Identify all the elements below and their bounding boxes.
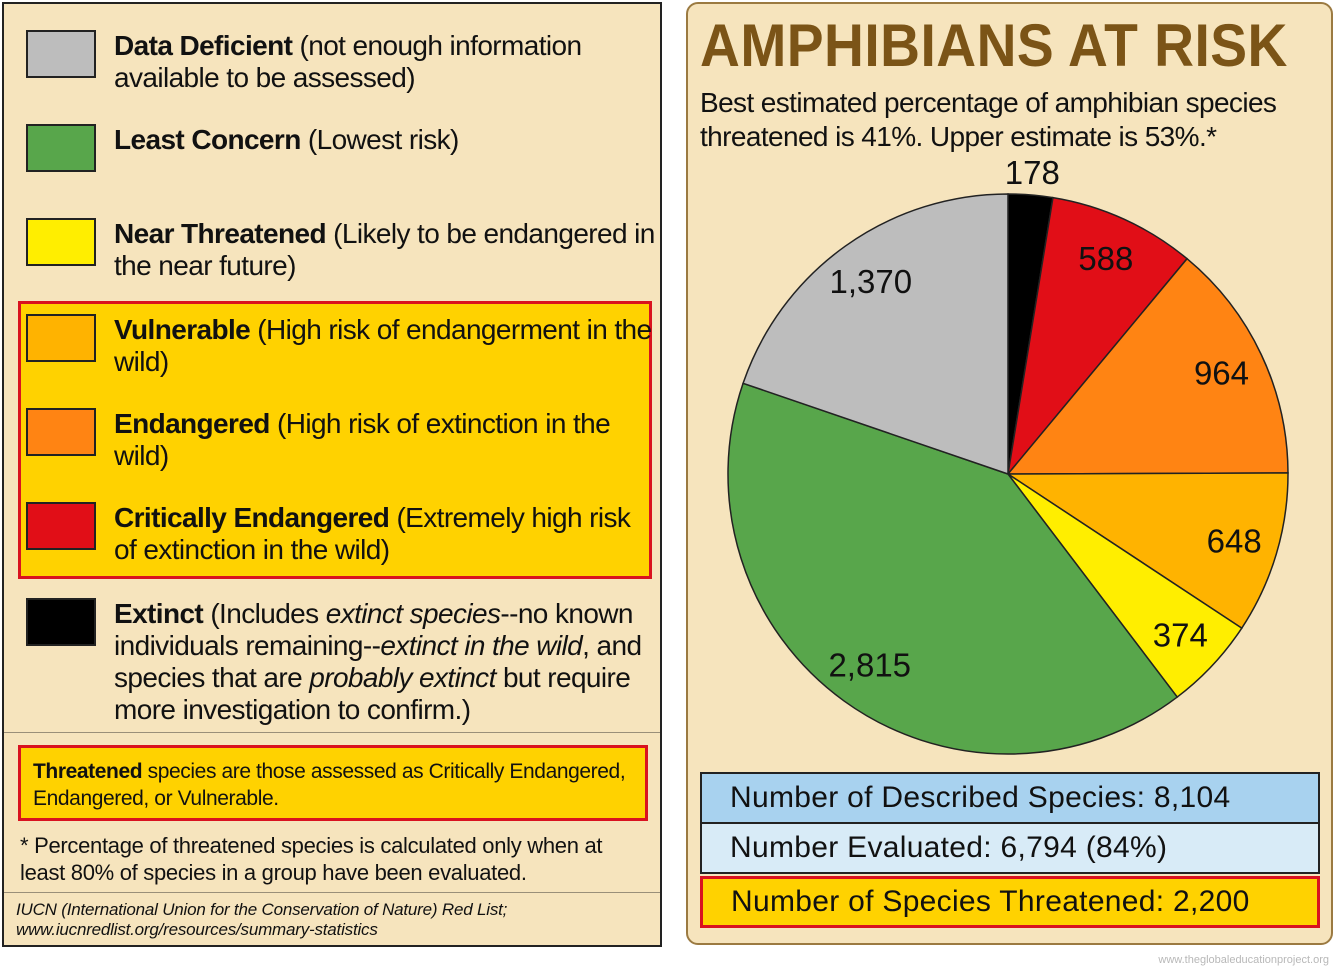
- stat-evaluated: Number Evaluated: 6,794 (84%): [700, 824, 1320, 874]
- legend-text-critically-endangered: Critically Endangered (Extremely high ri…: [114, 502, 631, 565]
- pie-label-least-concern: 2,815: [828, 646, 911, 683]
- threatened-categories-box: [18, 301, 652, 579]
- pie-slice-critically-endangered: [1006, 196, 1189, 477]
- chart-subtitle: Best estimated percentage of amphibian s…: [700, 87, 1277, 152]
- swatch-least-concern: [26, 124, 96, 172]
- stat-threatened: Number of Species Threatened: 2,200: [700, 876, 1320, 928]
- pie-chart: 178 588 964 648 374 2,815 1,370: [727, 154, 1289, 755]
- stat-described-species: Number of Described Species: 8,104: [700, 772, 1320, 824]
- pie-slice-endangered: [1006, 257, 1289, 475]
- pie-slice-least-concern: [727, 382, 1179, 755]
- footnote: * Percentage of threatened species is ca…: [20, 833, 603, 885]
- swatch-vulnerable: [26, 314, 96, 362]
- swatch-critically-endangered: [26, 502, 96, 550]
- legend-text-near-threatened: Near Threatened (Likely to be endangered…: [114, 218, 655, 281]
- swatch-data-deficient: [26, 30, 96, 78]
- pie-label-extinct: 178: [1005, 154, 1060, 191]
- divider: [4, 892, 660, 893]
- pie-label-endangered: 964: [1194, 354, 1249, 391]
- stat-evaluated-text: Number Evaluated: 6,794 (84%): [730, 831, 1168, 864]
- divider: [4, 732, 660, 733]
- credit-text: www.theglobaleducationproject.org: [1158, 954, 1329, 966]
- pie-slice-vulnerable: [1005, 472, 1289, 630]
- legend-text-extinct: Extinct (Includes extinct species--no kn…: [114, 598, 642, 725]
- swatch-near-threatened: [26, 218, 96, 266]
- pie-label-data-deficient: 1,370: [829, 263, 912, 300]
- swatch-extinct: [26, 598, 96, 646]
- chart-panel: AMPHIBIANS AT RISK Best estimated percen…: [686, 2, 1333, 945]
- swatch-endangered: [26, 408, 96, 456]
- legend-text-vulnerable: Vulnerable (High risk of endangerment in…: [114, 314, 652, 377]
- chart-title: AMPHIBIANS AT RISK: [700, 12, 1288, 79]
- legend-text-data-deficient: Data Deficient (not enough information a…: [114, 30, 582, 93]
- legend-text-endangered: Endangered (High risk of extinction in t…: [114, 408, 611, 471]
- pie-label-critically-endangered: 588: [1078, 240, 1133, 277]
- pie-label-near-threatened: 374: [1153, 616, 1208, 653]
- source-citation: IUCN (International Union for the Conser…: [16, 900, 508, 939]
- threatened-definition-note: Threatened species are those assessed as…: [18, 745, 648, 821]
- stat-threatened-text: Number of Species Threatened: 2,200: [731, 885, 1250, 918]
- pie-slice-data-deficient: [742, 193, 1009, 476]
- legend-panel: Data Deficient (not enough information a…: [2, 2, 662, 947]
- legend-text-least-concern: Least Concern (Lowest risk): [114, 124, 459, 155]
- stat-described-text: Number of Described Species: 8,104: [730, 781, 1231, 814]
- pie-label-vulnerable: 648: [1207, 522, 1262, 559]
